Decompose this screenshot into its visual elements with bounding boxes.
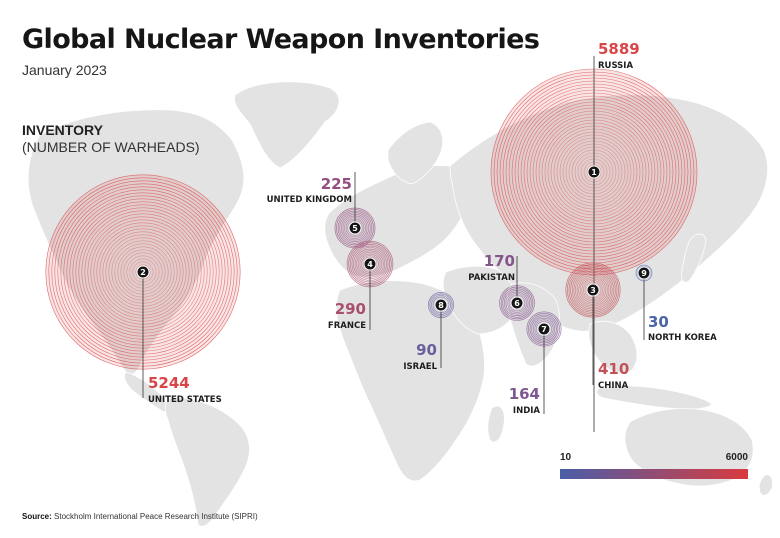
central-america bbox=[124, 371, 168, 413]
country-marker-china: 3 410 CHINA bbox=[565, 262, 629, 391]
country-label: ISRAEL bbox=[403, 362, 437, 372]
country-label: RUSSIA bbox=[598, 61, 633, 71]
rank-label: 6 bbox=[514, 299, 520, 308]
value-label: 90 bbox=[416, 341, 437, 359]
rank-label: 1 bbox=[591, 168, 597, 177]
inventory-markers: 1 5889 RUSSIA 2 5244 UNITED STATES 3 410 CHINA 4 2… bbox=[45, 40, 717, 432]
legend-subtitle: (NUMBER OF WARHEADS) bbox=[22, 139, 200, 155]
scandinavia bbox=[387, 121, 444, 185]
rank-badge bbox=[363, 257, 377, 271]
value-label: 410 bbox=[598, 360, 629, 378]
country-label: UNITED STATES bbox=[148, 395, 222, 405]
scale-min-label: 10 bbox=[560, 452, 572, 463]
country-marker-north-korea: 9 30 NORTH KOREA bbox=[635, 264, 717, 343]
source-text: Stockholm International Peace Research I… bbox=[54, 512, 258, 521]
rank-label: 4 bbox=[367, 260, 373, 269]
rank-label: 3 bbox=[590, 286, 596, 295]
japan bbox=[681, 233, 707, 283]
legend-heading: INVENTORY (NUMBER OF WARHEADS) bbox=[22, 122, 200, 156]
new-zealand bbox=[758, 474, 773, 496]
value-label: 225 bbox=[321, 175, 352, 193]
country-label: UNITED KINGDOM bbox=[267, 195, 352, 205]
country-marker-united-kingdom: 5 225 UNITED KINGDOM bbox=[267, 172, 376, 249]
scale-gradient-bar bbox=[560, 469, 748, 479]
rank-badge bbox=[637, 266, 651, 280]
rank-badge bbox=[586, 283, 600, 297]
country-marker-pakistan: 6 170 PAKISTAN bbox=[468, 252, 535, 321]
rank-badge bbox=[510, 296, 524, 310]
page-subtitle: January 2023 bbox=[22, 62, 107, 78]
scale-max-label: 6000 bbox=[725, 452, 748, 463]
country-marker-united-states: 2 5244 UNITED STATES bbox=[45, 174, 241, 405]
value-label: 5244 bbox=[148, 374, 190, 392]
country-label: CHINA bbox=[598, 381, 629, 391]
madagascar bbox=[487, 405, 505, 443]
country-label: NORTH KOREA bbox=[648, 333, 717, 343]
rank-badge bbox=[537, 322, 551, 336]
country-marker-india: 7 164 INDIA bbox=[509, 311, 562, 416]
rank-badge bbox=[348, 221, 362, 235]
country-marker-russia: 1 5889 RUSSIA bbox=[490, 40, 698, 432]
rank-badge bbox=[587, 165, 601, 179]
source-note: Source: Stockholm International Peace Re… bbox=[22, 512, 258, 521]
rank-label: 5 bbox=[352, 224, 358, 233]
value-label: 170 bbox=[484, 252, 515, 270]
value-label: 5889 bbox=[598, 40, 640, 58]
rank-badge bbox=[434, 298, 448, 312]
value-label: 290 bbox=[335, 300, 366, 318]
rank-label: 8 bbox=[438, 301, 444, 310]
value-label: 30 bbox=[648, 313, 669, 331]
page-title: Global Nuclear Weapon Inventories bbox=[22, 24, 540, 55]
value-label: 164 bbox=[509, 385, 540, 403]
greenland bbox=[233, 81, 340, 169]
rank-label: 2 bbox=[140, 268, 146, 277]
country-label: FRANCE bbox=[328, 321, 366, 331]
source-label: Source: bbox=[22, 512, 52, 521]
rank-label: 9 bbox=[641, 269, 647, 278]
rank-badge bbox=[136, 265, 150, 279]
legend-title: INVENTORY bbox=[22, 122, 103, 138]
country-marker-france: 4 290 FRANCE bbox=[328, 240, 394, 331]
country-label: PAKISTAN bbox=[468, 273, 515, 283]
middle-east bbox=[442, 265, 520, 335]
rank-label: 7 bbox=[541, 325, 547, 334]
country-marker-israel: 8 90 ISRAEL bbox=[403, 291, 454, 372]
south-america bbox=[164, 397, 250, 527]
country-label: INDIA bbox=[513, 406, 540, 416]
land-masses bbox=[27, 81, 773, 527]
north-america bbox=[27, 109, 245, 375]
